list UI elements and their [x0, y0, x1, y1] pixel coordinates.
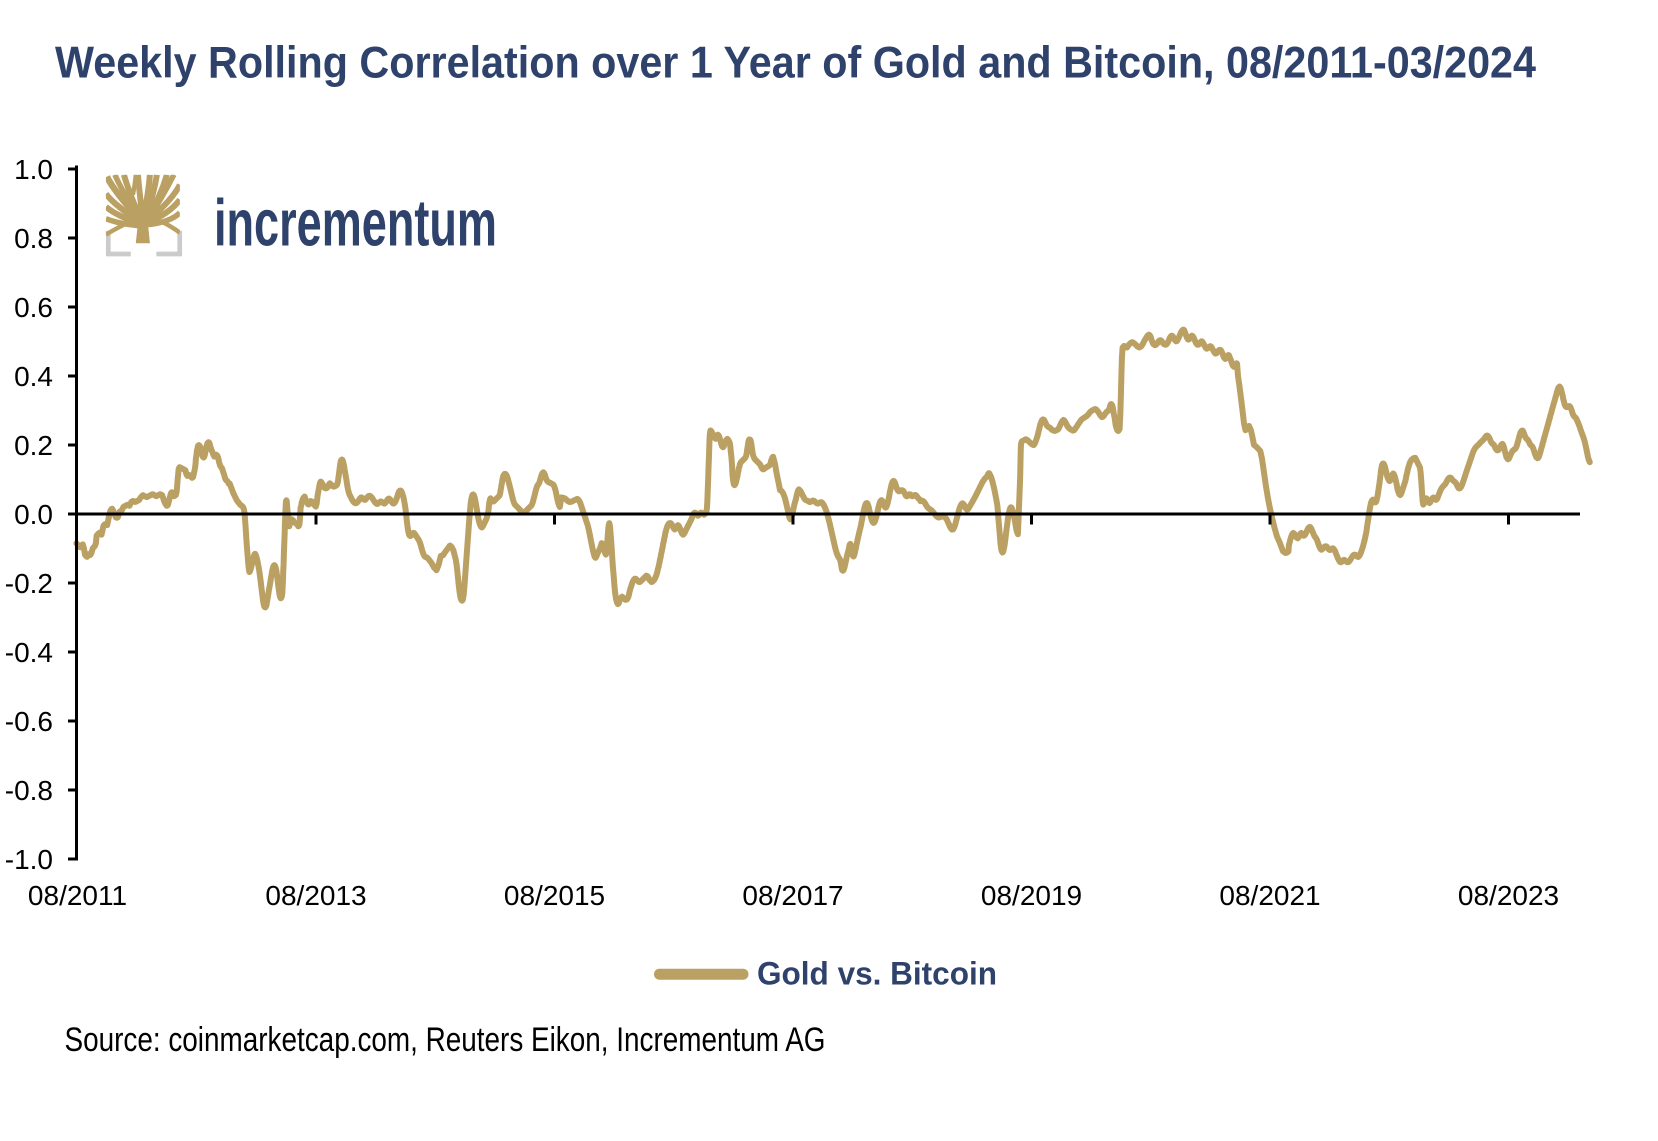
- svg-text:Gold vs. Bitcoin: Gold vs. Bitcoin: [757, 956, 997, 992]
- svg-text:incrementum: incrementum: [214, 186, 497, 260]
- svg-text:-0.2: -0.2: [5, 568, 53, 599]
- svg-text:08/2021: 08/2021: [1219, 880, 1320, 911]
- svg-text:0.2: 0.2: [14, 430, 53, 461]
- svg-text:Source: coinmarketcap.com, Reu: Source: coinmarketcap.com, Reuters Eikon…: [65, 1021, 826, 1059]
- svg-text:0.6: 0.6: [14, 292, 53, 323]
- svg-text:08/2013: 08/2013: [265, 880, 366, 911]
- svg-text:-0.6: -0.6: [5, 706, 53, 737]
- svg-text:-0.8: -0.8: [5, 775, 53, 806]
- svg-text:08/2015: 08/2015: [504, 880, 605, 911]
- svg-text:0.8: 0.8: [14, 223, 53, 254]
- svg-text:0.4: 0.4: [14, 361, 53, 392]
- svg-text:08/2011: 08/2011: [28, 880, 127, 911]
- svg-text:08/2023: 08/2023: [1458, 880, 1559, 911]
- svg-text:08/2019: 08/2019: [981, 880, 1082, 911]
- svg-text:-0.4: -0.4: [5, 637, 53, 668]
- svg-text:0.0: 0.0: [14, 499, 53, 530]
- svg-text:-1.0: -1.0: [5, 844, 53, 875]
- svg-text:Weekly Rolling Correlation ove: Weekly Rolling Correlation over 1 Year o…: [55, 39, 1536, 88]
- svg-text:08/2017: 08/2017: [742, 880, 843, 911]
- svg-text:1.0: 1.0: [14, 154, 53, 185]
